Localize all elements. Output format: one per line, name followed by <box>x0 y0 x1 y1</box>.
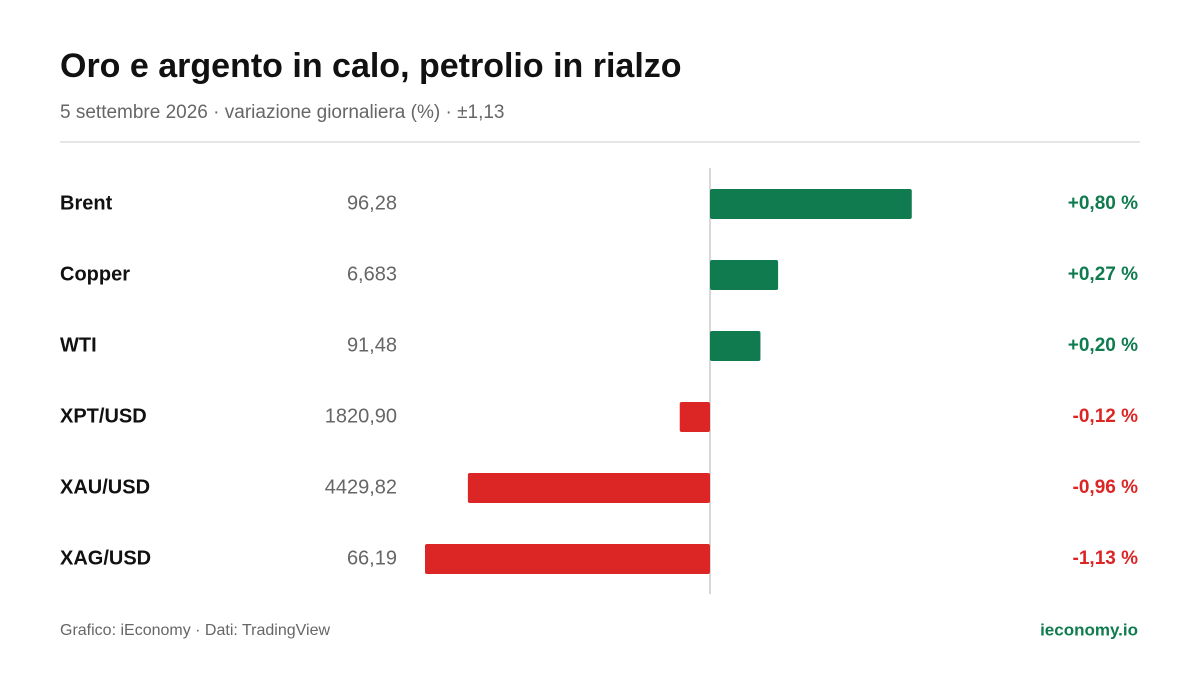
value-label: +0,80 % <box>1068 193 1138 214</box>
price-label: 91,48 <box>347 334 397 356</box>
value-label: +0,20 % <box>1068 335 1138 356</box>
bar <box>710 260 779 290</box>
value-label: -1,13 % <box>1073 548 1139 569</box>
price-label: 66,19 <box>347 547 397 569</box>
chart-subtitle: 5 settembre 2026 · variazione giornalier… <box>60 102 504 123</box>
price-label: 96,28 <box>347 192 397 214</box>
bar <box>425 544 710 574</box>
category-label: XPT/USD <box>60 405 147 427</box>
price-label: 4429,82 <box>325 476 397 498</box>
bar <box>710 331 761 361</box>
value-label: +0,27 % <box>1068 264 1138 285</box>
category-label: Copper <box>60 263 130 285</box>
bar <box>467 473 710 503</box>
category-label: XAU/USD <box>60 476 150 498</box>
category-label: WTI <box>60 334 97 356</box>
price-label: 1820,90 <box>325 405 397 427</box>
source-note: Grafico: iEconomy · Dati: TradingView <box>60 622 330 639</box>
value-label: -0,12 % <box>1073 406 1139 427</box>
category-label: Brent <box>60 192 113 214</box>
bar <box>679 402 710 432</box>
value-label: -0,96 % <box>1073 477 1139 498</box>
bar <box>710 189 912 219</box>
site-name: ieconomy.io <box>1040 620 1138 639</box>
category-label: XAG/USD <box>60 547 151 569</box>
chart-title: Oro e argento in calo, petrolio in rialz… <box>60 47 682 85</box>
price-label: 6,683 <box>347 263 397 285</box>
